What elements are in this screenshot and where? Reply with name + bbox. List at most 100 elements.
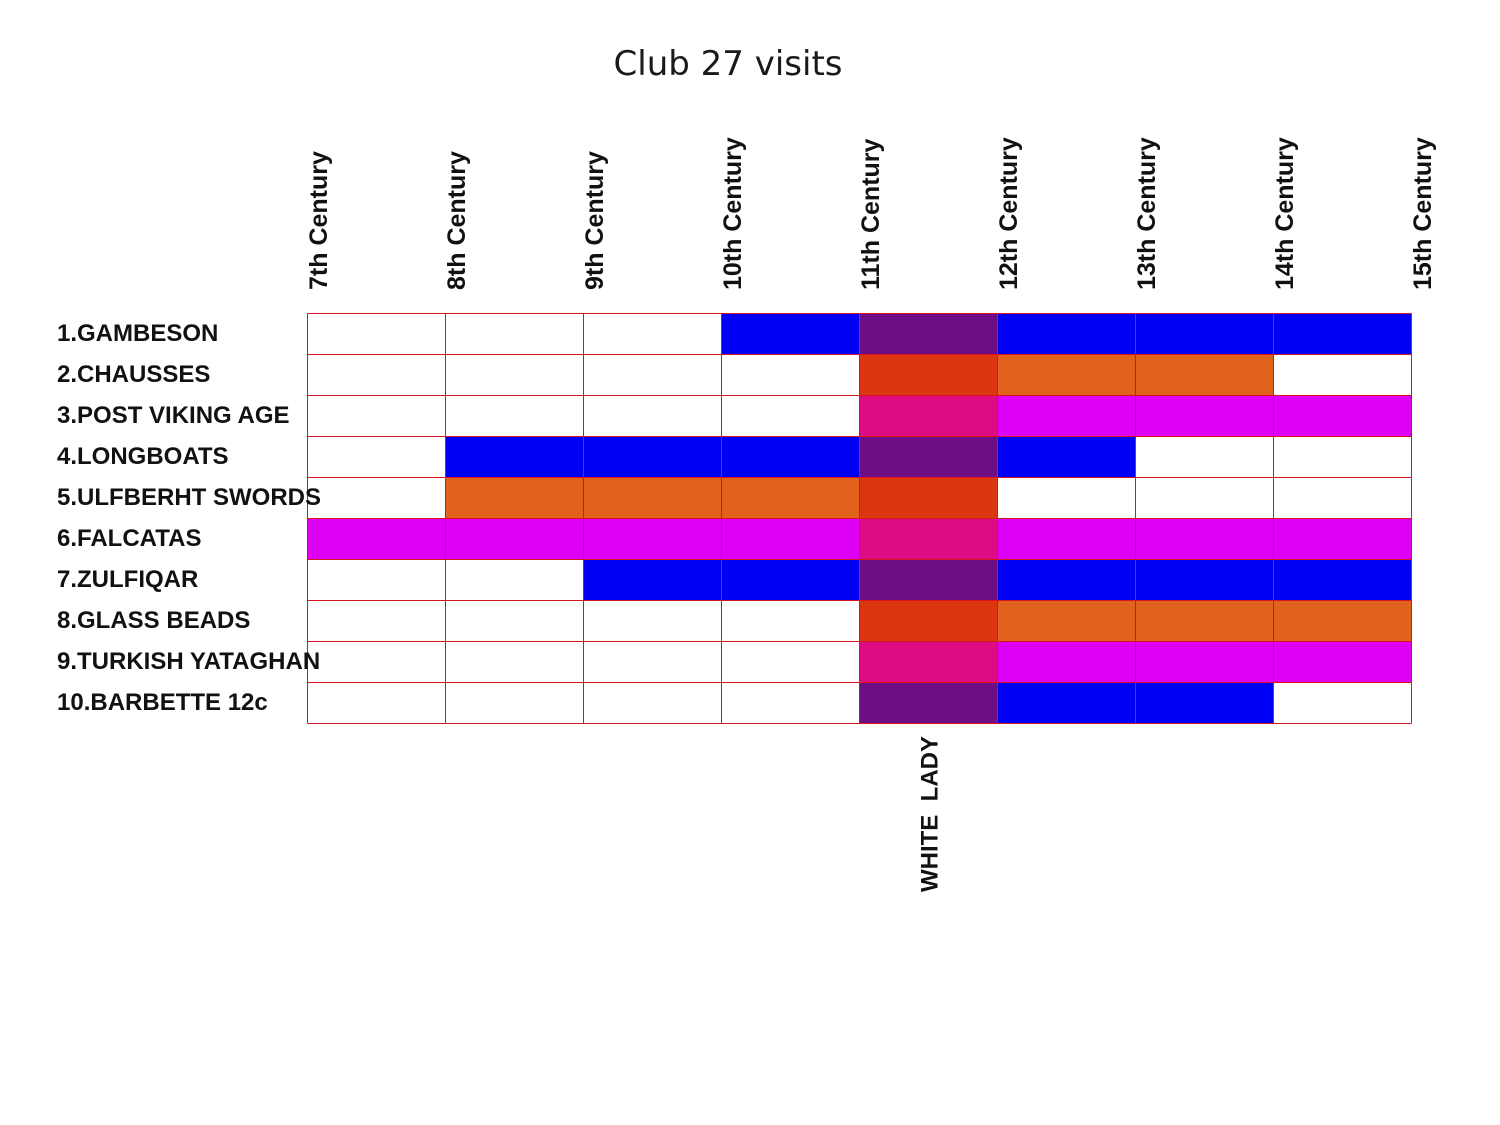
heatmap-cell (1135, 313, 1274, 355)
heatmap-cell (859, 395, 998, 437)
row-label: 2.CHAUSSES (57, 361, 210, 388)
heatmap-cell (1273, 477, 1412, 519)
heatmap-cell (307, 559, 446, 601)
row-label: 9.TURKISH YATAGHAN (57, 648, 320, 675)
heatmap-cell (307, 313, 446, 355)
column-label: 7th Century (305, 151, 333, 290)
heatmap-cell (997, 641, 1136, 683)
heatmap-cell (1273, 641, 1412, 683)
heatmap-cell (859, 682, 998, 724)
column-label: 10th Century (719, 137, 747, 290)
heatmap-cell (859, 354, 998, 396)
heatmap-cell (445, 477, 584, 519)
heatmap-cell (583, 313, 722, 355)
heatmap-cell (1273, 518, 1412, 560)
column-label: 9th Century (581, 151, 609, 290)
heatmap-cell (583, 477, 722, 519)
heatmap-cell (307, 395, 446, 437)
row-label: 1.GAMBESON (57, 320, 218, 347)
heatmap-cell (997, 559, 1136, 601)
heatmap-cell (307, 682, 446, 724)
chart-title: Club 27 visits (613, 44, 843, 84)
heatmap-cell (859, 436, 998, 478)
heatmap-cell (307, 436, 446, 478)
heatmap-cell (859, 477, 998, 519)
heatmap-cell (583, 641, 722, 683)
heatmap-cells (307, 313, 1412, 724)
row-label: 4.LONGBOATS (57, 443, 229, 470)
row-labels: 1.GAMBESON 2.CHAUSSES 3.POST VIKING AGE 4.L… (57, 320, 321, 716)
heatmap-cell (445, 559, 584, 601)
heatmap-cell (583, 600, 722, 642)
heatmap-cell (1273, 559, 1412, 601)
heatmap-cell (1273, 354, 1412, 396)
column-label: 15th Century (1409, 137, 1437, 290)
heatmap-cell (445, 518, 584, 560)
heatmap-cell (721, 436, 860, 478)
heatmap-cell (1135, 395, 1274, 437)
heatmap-cell (1135, 436, 1274, 478)
column-label: 12th Century (995, 137, 1023, 290)
heatmap-cell (307, 600, 446, 642)
heatmap-cell (859, 559, 998, 601)
heatmap-cell (721, 518, 860, 560)
heatmap-cell (1273, 600, 1412, 642)
heatmap-cell (1273, 395, 1412, 437)
heatmap-cell (583, 682, 722, 724)
heatmap-cell (859, 518, 998, 560)
heatmap-cell (721, 641, 860, 683)
heatmap-cell (583, 559, 722, 601)
heatmap-cell (583, 518, 722, 560)
heatmap-cell (721, 395, 860, 437)
heatmap-cell (1135, 354, 1274, 396)
column-label: 14th Century (1271, 137, 1299, 290)
heatmap-cell (721, 313, 860, 355)
heatmap-cell (445, 395, 584, 437)
heatmap-cell (997, 477, 1136, 519)
heatmap-cell (997, 436, 1136, 478)
heatmap-cell (1135, 641, 1274, 683)
heatmap-cell (859, 313, 998, 355)
heatmap-cell (1273, 313, 1412, 355)
heatmap-cell (1135, 518, 1274, 560)
heatmap-cell (721, 477, 860, 519)
heatmap-cell (445, 600, 584, 642)
heatmap-cell (445, 436, 584, 478)
heatmap-cell (721, 354, 860, 396)
column-label: 11th Century (857, 138, 885, 290)
heatmap-cell (583, 436, 722, 478)
heatmap-cell (307, 354, 446, 396)
heatmap-cell (1273, 436, 1412, 478)
highlight-annotation: WHITE LADY (917, 736, 944, 892)
column-label: 13th Century (1133, 137, 1161, 290)
row-label: 3.POST VIKING AGE (57, 402, 290, 429)
heatmap-cell (1135, 477, 1274, 519)
heatmap-cell (307, 641, 446, 683)
heatmap-cell (1273, 682, 1412, 724)
heatmap-cell (721, 682, 860, 724)
heatmap-cell (997, 518, 1136, 560)
heatmap-cell (859, 641, 998, 683)
heatmap-cell (859, 600, 998, 642)
heatmap-cell (307, 518, 446, 560)
heatmap-cell (583, 354, 722, 396)
heatmap-cell (997, 600, 1136, 642)
row-label: 8.GLASS BEADS (57, 607, 250, 634)
row-label: 10.BARBETTE 12c (57, 689, 268, 716)
row-label: 6.FALCATAS (57, 525, 201, 552)
row-label: 7.ZULFIQAR (57, 566, 198, 593)
heatmap-cell (721, 559, 860, 601)
heatmap-cell (583, 395, 722, 437)
heatmap-cell (445, 682, 584, 724)
heatmap-cell (445, 313, 584, 355)
heatmap-cell (997, 354, 1136, 396)
heatmap-cell (721, 600, 860, 642)
heatmap-grid (307, 313, 1412, 724)
heatmap-cell (997, 682, 1136, 724)
heatmap-cell (307, 477, 446, 519)
heatmap-cell (997, 395, 1136, 437)
row-label: 5.ULFBERHT SWORDS (57, 484, 321, 511)
heatmap-cell (445, 354, 584, 396)
heatmap-cell (1135, 559, 1274, 601)
